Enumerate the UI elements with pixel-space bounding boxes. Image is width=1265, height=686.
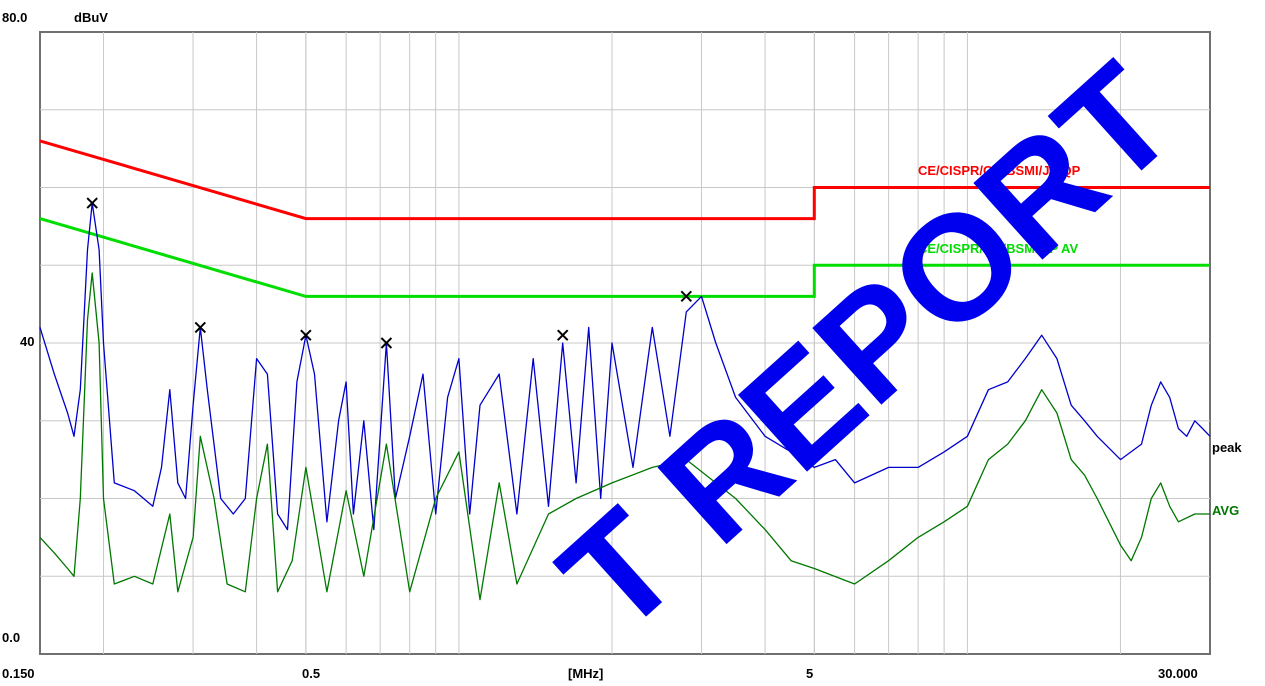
peak-markers bbox=[86, 197, 693, 349]
peak-marker bbox=[194, 321, 207, 334]
peak-marker bbox=[557, 329, 569, 341]
series-lines bbox=[39, 202, 1211, 601]
series-line-peak bbox=[39, 202, 1211, 531]
qp-limit-label: CE/CISPR/GB/BSMI/JP QP bbox=[918, 163, 1081, 178]
x-tick-5: 5 bbox=[806, 666, 813, 681]
av-limit-label: CE/CISPR/GB/BSMI/JP AV bbox=[918, 241, 1078, 256]
peak-marker bbox=[86, 197, 98, 209]
avg-series-label: AVG bbox=[1212, 503, 1239, 518]
y-tick-middle: 40 bbox=[20, 334, 34, 349]
x-axis-unit: [MHz] bbox=[568, 666, 603, 681]
limit-lines bbox=[39, 139, 1210, 298]
peak-marker bbox=[300, 329, 312, 341]
x-tick-0-5: 0.5 bbox=[302, 666, 320, 681]
limit-line-0 bbox=[39, 139, 1210, 221]
limit-line-1 bbox=[39, 217, 1210, 298]
x-tick-end: 30.000 bbox=[1158, 666, 1198, 681]
peak-series-label: peak bbox=[1212, 440, 1242, 455]
peak-marker bbox=[380, 337, 393, 349]
series-line-avg bbox=[39, 272, 1210, 601]
peak-marker bbox=[680, 290, 693, 303]
y-tick-top: 80.0 bbox=[2, 10, 27, 25]
y-axis-unit: dBuV bbox=[74, 10, 108, 25]
x-tick-start: 0.150 bbox=[2, 666, 35, 681]
y-tick-bottom: 0.0 bbox=[2, 630, 20, 645]
